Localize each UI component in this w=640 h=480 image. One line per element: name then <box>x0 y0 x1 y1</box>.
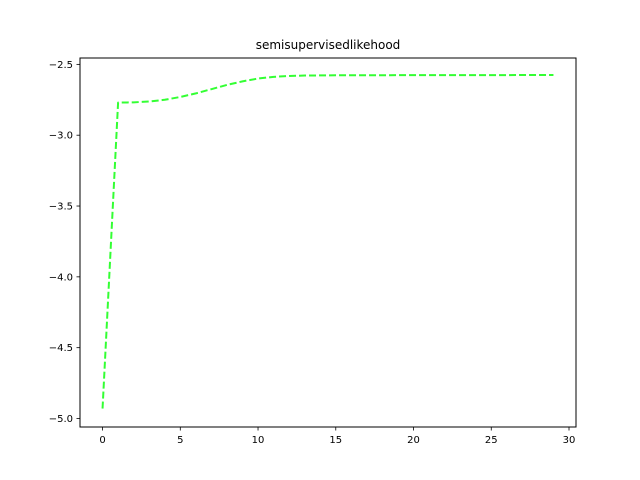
x-tick-label: 0 <box>99 435 105 446</box>
x-tick-label: 25 <box>485 435 498 446</box>
x-tick-label: 10 <box>252 435 265 446</box>
y-tick-label: −3.0 <box>49 131 73 142</box>
y-tick-label: −4.5 <box>49 343 73 354</box>
y-tick-label: −2.5 <box>49 60 73 71</box>
axes-frame <box>79 57 577 428</box>
plot-layer <box>101 74 554 409</box>
x-tick-label: 20 <box>407 435 420 446</box>
y-tick-label: −4.0 <box>49 272 73 283</box>
x-tick-label: 30 <box>563 435 576 446</box>
x-tick-label: 15 <box>329 435 342 446</box>
ticks-layer: 0 5 10 15 20 25 30 −5.0 −4.5 −4.0 −3.5 −3.0 −2.5 <box>49 60 576 446</box>
series-line-0 <box>101 74 554 409</box>
chart-title: semisupervisedlikehood <box>256 38 401 52</box>
y-tick-label: −5.0 <box>49 414 73 425</box>
y-tick-label: −3.5 <box>49 202 73 213</box>
x-tick-label: 5 <box>177 435 183 446</box>
